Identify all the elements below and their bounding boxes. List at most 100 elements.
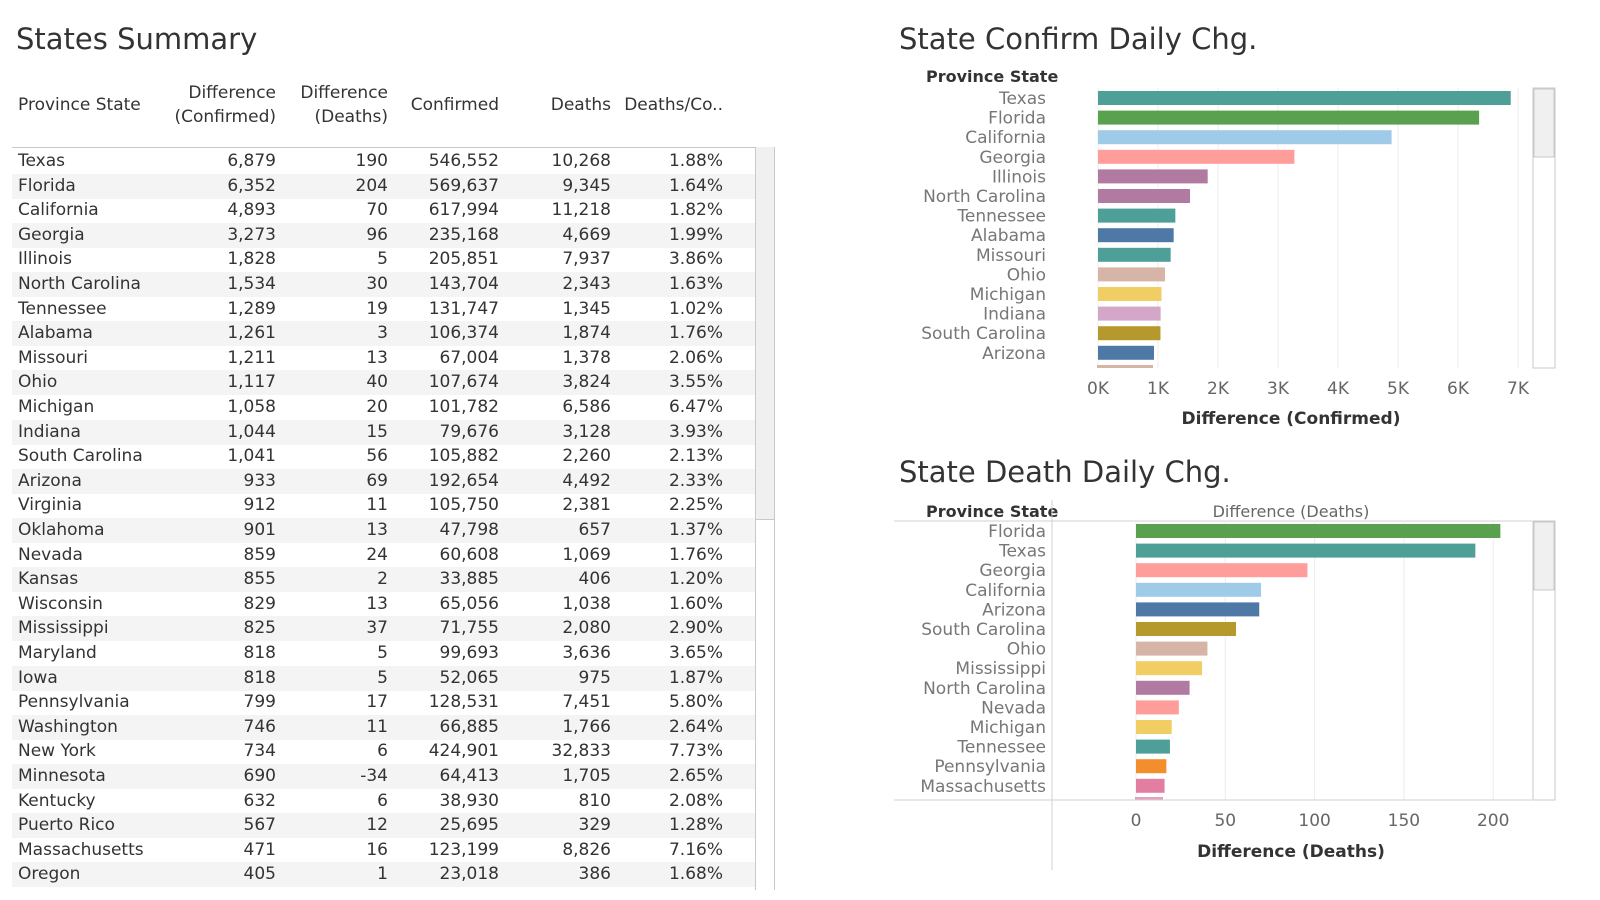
col-header-deaths-ratio[interactable]: Deaths/Co.. <box>624 95 723 115</box>
death-chart-scrollbar-thumb[interactable] <box>1533 521 1555 591</box>
col-header-state[interactable]: Province State <box>18 95 141 115</box>
death-category-label: Arizona <box>982 600 1046 620</box>
table-row[interactable]: Missouri 1,211 13 67,004 1,378 2.06% <box>12 346 755 371</box>
death-bar-south-carolina[interactable] <box>1136 622 1237 636</box>
cell-deaths-ratio: 3.86% <box>668 249 723 270</box>
cell-state: Oklahoma <box>18 520 105 540</box>
confirm-bar-california[interactable] <box>1098 130 1392 145</box>
table-row[interactable]: Oregon 405 1 23,018 386 1.68% <box>12 862 755 888</box>
death-x-tick-label: 100 <box>1298 811 1330 831</box>
confirm-category-label: Georgia <box>979 148 1046 168</box>
table-row[interactable]: California 4,893 70 617,994 11,218 1.82% <box>12 198 755 223</box>
col-header-deaths[interactable]: Deaths <box>550 95 611 115</box>
confirm-bar-arizona[interactable] <box>1098 345 1154 360</box>
table-row[interactable]: Minnesota 690 -34 64,413 1,705 2.65% <box>12 764 755 789</box>
table-row[interactable]: Michigan 1,058 20 101,782 6,586 6.47% <box>12 395 755 420</box>
col-header-diff-deaths[interactable]: Difference (Deaths) <box>288 81 388 129</box>
cell-deaths-ratio: 3.55% <box>668 372 723 393</box>
table-row[interactable]: North Carolina 1,534 30 143,704 2,343 1.63% <box>12 272 755 297</box>
table-row[interactable]: Tennessee 1,289 19 131,747 1,345 1.02% <box>12 297 755 322</box>
table-row[interactable]: Puerto Rico 567 12 25,695 329 1.28% <box>12 813 755 839</box>
cell-diff-confirmed: 1,289 <box>227 298 276 319</box>
death-bar-massachusetts[interactable] <box>1136 778 1165 793</box>
death-bar-georgia[interactable] <box>1136 563 1308 578</box>
death-bar-tennessee[interactable] <box>1136 739 1170 754</box>
confirm-bar-north-carolina[interactable] <box>1098 189 1191 203</box>
table-row[interactable]: Iowa 818 5 52,065 975 1.87% <box>12 665 755 691</box>
table-row[interactable]: Maryland 818 5 99,693 3,636 3.65% <box>12 641 755 666</box>
cell-state: Nevada <box>18 544 83 565</box>
table-row[interactable]: Texas 6,879 190 546,552 10,268 1.88% <box>12 149 755 174</box>
death-chart-scrollbar[interactable] <box>1532 520 1556 801</box>
cell-deaths: 1,378 <box>562 347 611 368</box>
col-header-confirmed[interactable]: Confirmed <box>410 95 499 115</box>
table-row[interactable]: South Carolina 1,041 56 105,882 2,260 2.13% <box>12 444 755 469</box>
confirm-category-label: Missouri <box>976 246 1046 266</box>
summary-title: States Summary <box>16 22 258 56</box>
cell-diff-confirmed: 901 <box>243 520 276 540</box>
table-row[interactable]: Mississippi 825 37 71,755 2,080 2.90% <box>12 616 755 642</box>
death-bar-ohio[interactable] <box>1136 641 1208 656</box>
table-row[interactable]: Alabama 1,261 3 106,374 1,874 1.76% <box>12 321 755 347</box>
cell-diff-confirmed: 818 <box>243 643 276 663</box>
death-bar-arizona[interactable] <box>1136 602 1260 617</box>
table-scrollbar-thumb[interactable] <box>756 147 774 520</box>
confirm-bar-illinois[interactable] <box>1098 169 1208 184</box>
confirm-bar-missouri[interactable] <box>1098 247 1171 262</box>
table-row[interactable]: Indiana 1,044 15 79,676 3,128 3.93% <box>12 419 755 445</box>
confirm-bar-ohio[interactable] <box>1098 267 1166 282</box>
death-bar-texas[interactable] <box>1136 543 1476 558</box>
cell-deaths-ratio: 2.13% <box>668 446 723 467</box>
confirm-bar-michigan[interactable] <box>1098 287 1162 301</box>
confirm-bar-florida[interactable] <box>1098 110 1480 125</box>
confirm-chart-scrollbar-thumb[interactable] <box>1533 88 1555 158</box>
cell-deaths-ratio: 1.64% <box>668 175 723 196</box>
table-row[interactable]: Massachusetts 471 16 123,199 8,826 7.16% <box>12 838 755 863</box>
cell-deaths-ratio: 1.28% <box>668 815 723 836</box>
table-row[interactable]: Oklahoma 901 13 47,798 657 1.37% <box>12 518 755 543</box>
death-bar-mississippi[interactable] <box>1136 661 1203 676</box>
cell-deaths-ratio: 2.64% <box>668 716 723 737</box>
table-row[interactable]: Pennsylvania 799 17 128,531 7,451 5.80% <box>12 690 755 715</box>
table-row[interactable]: Ohio 1,117 40 107,674 3,824 3.55% <box>12 370 755 396</box>
table-row[interactable]: Illinois 1,828 5 205,851 7,937 3.86% <box>12 247 755 272</box>
cell-diff-confirmed: 6,879 <box>227 151 276 171</box>
confirm-chart-scrollbar[interactable] <box>1532 87 1556 369</box>
col-header-diff-confirmed-line1: Difference <box>188 83 276 103</box>
death-bar-nevada[interactable] <box>1136 700 1179 715</box>
table-row[interactable]: Florida 6,352 204 569,637 9,345 1.64% <box>12 173 755 199</box>
table-scrollbar[interactable] <box>755 147 775 890</box>
death-category-label: Florida <box>988 522 1046 542</box>
cell-deaths: 1,038 <box>562 593 611 614</box>
cell-deaths: 4,669 <box>562 224 611 245</box>
confirm-bar-tennessee[interactable] <box>1098 208 1176 223</box>
death-bar-california[interactable] <box>1136 582 1262 597</box>
death-bar-florida[interactable] <box>1136 524 1501 538</box>
death-bar-north-carolina[interactable] <box>1136 680 1190 695</box>
confirm-bar-south-carolina[interactable] <box>1098 326 1161 341</box>
table-row[interactable]: Kansas 855 2 33,885 406 1.20% <box>12 567 755 593</box>
table-row[interactable]: Nevada 859 24 60,608 1,069 1.76% <box>12 543 755 568</box>
confirm-bar-georgia[interactable] <box>1098 149 1295 164</box>
cell-deaths: 1,705 <box>562 766 611 786</box>
table-row[interactable]: Arizona 933 69 192,654 4,492 2.33% <box>12 468 755 494</box>
table-row[interactable]: Georgia 3,273 96 235,168 4,669 1.99% <box>12 222 755 248</box>
death-bar-michigan[interactable] <box>1136 720 1172 734</box>
table-row[interactable]: Wisconsin 829 13 65,056 1,038 1.60% <box>12 592 755 617</box>
table-row[interactable]: Washington 746 11 66,885 1,766 2.64% <box>12 714 755 740</box>
confirm-bar-texas[interactable] <box>1098 91 1511 105</box>
table-row[interactable]: Kentucky 632 6 38,930 810 2.08% <box>12 789 755 814</box>
cell-confirmed: 131,747 <box>428 298 499 319</box>
cell-deaths-ratio: 2.25% <box>668 495 723 516</box>
cell-diff-confirmed: 6,352 <box>227 175 276 196</box>
death-bar-pennsylvania[interactable] <box>1136 759 1167 774</box>
confirm-bar-alabama[interactable] <box>1098 228 1174 243</box>
col-header-diff-confirmed[interactable]: Difference (Confirmed) <box>162 81 276 129</box>
confirm-category-label: Illinois <box>992 167 1046 187</box>
cell-deaths: 9,345 <box>562 175 611 196</box>
table-row[interactable]: New York 734 6 424,901 32,833 7.73% <box>12 739 755 764</box>
confirm-bar-indiana[interactable] <box>1098 306 1161 321</box>
table-row[interactable]: Virginia 912 11 105,750 2,381 2.25% <box>12 493 755 518</box>
cell-state: Maryland <box>18 643 97 663</box>
cell-diff-confirmed: 632 <box>243 790 276 811</box>
